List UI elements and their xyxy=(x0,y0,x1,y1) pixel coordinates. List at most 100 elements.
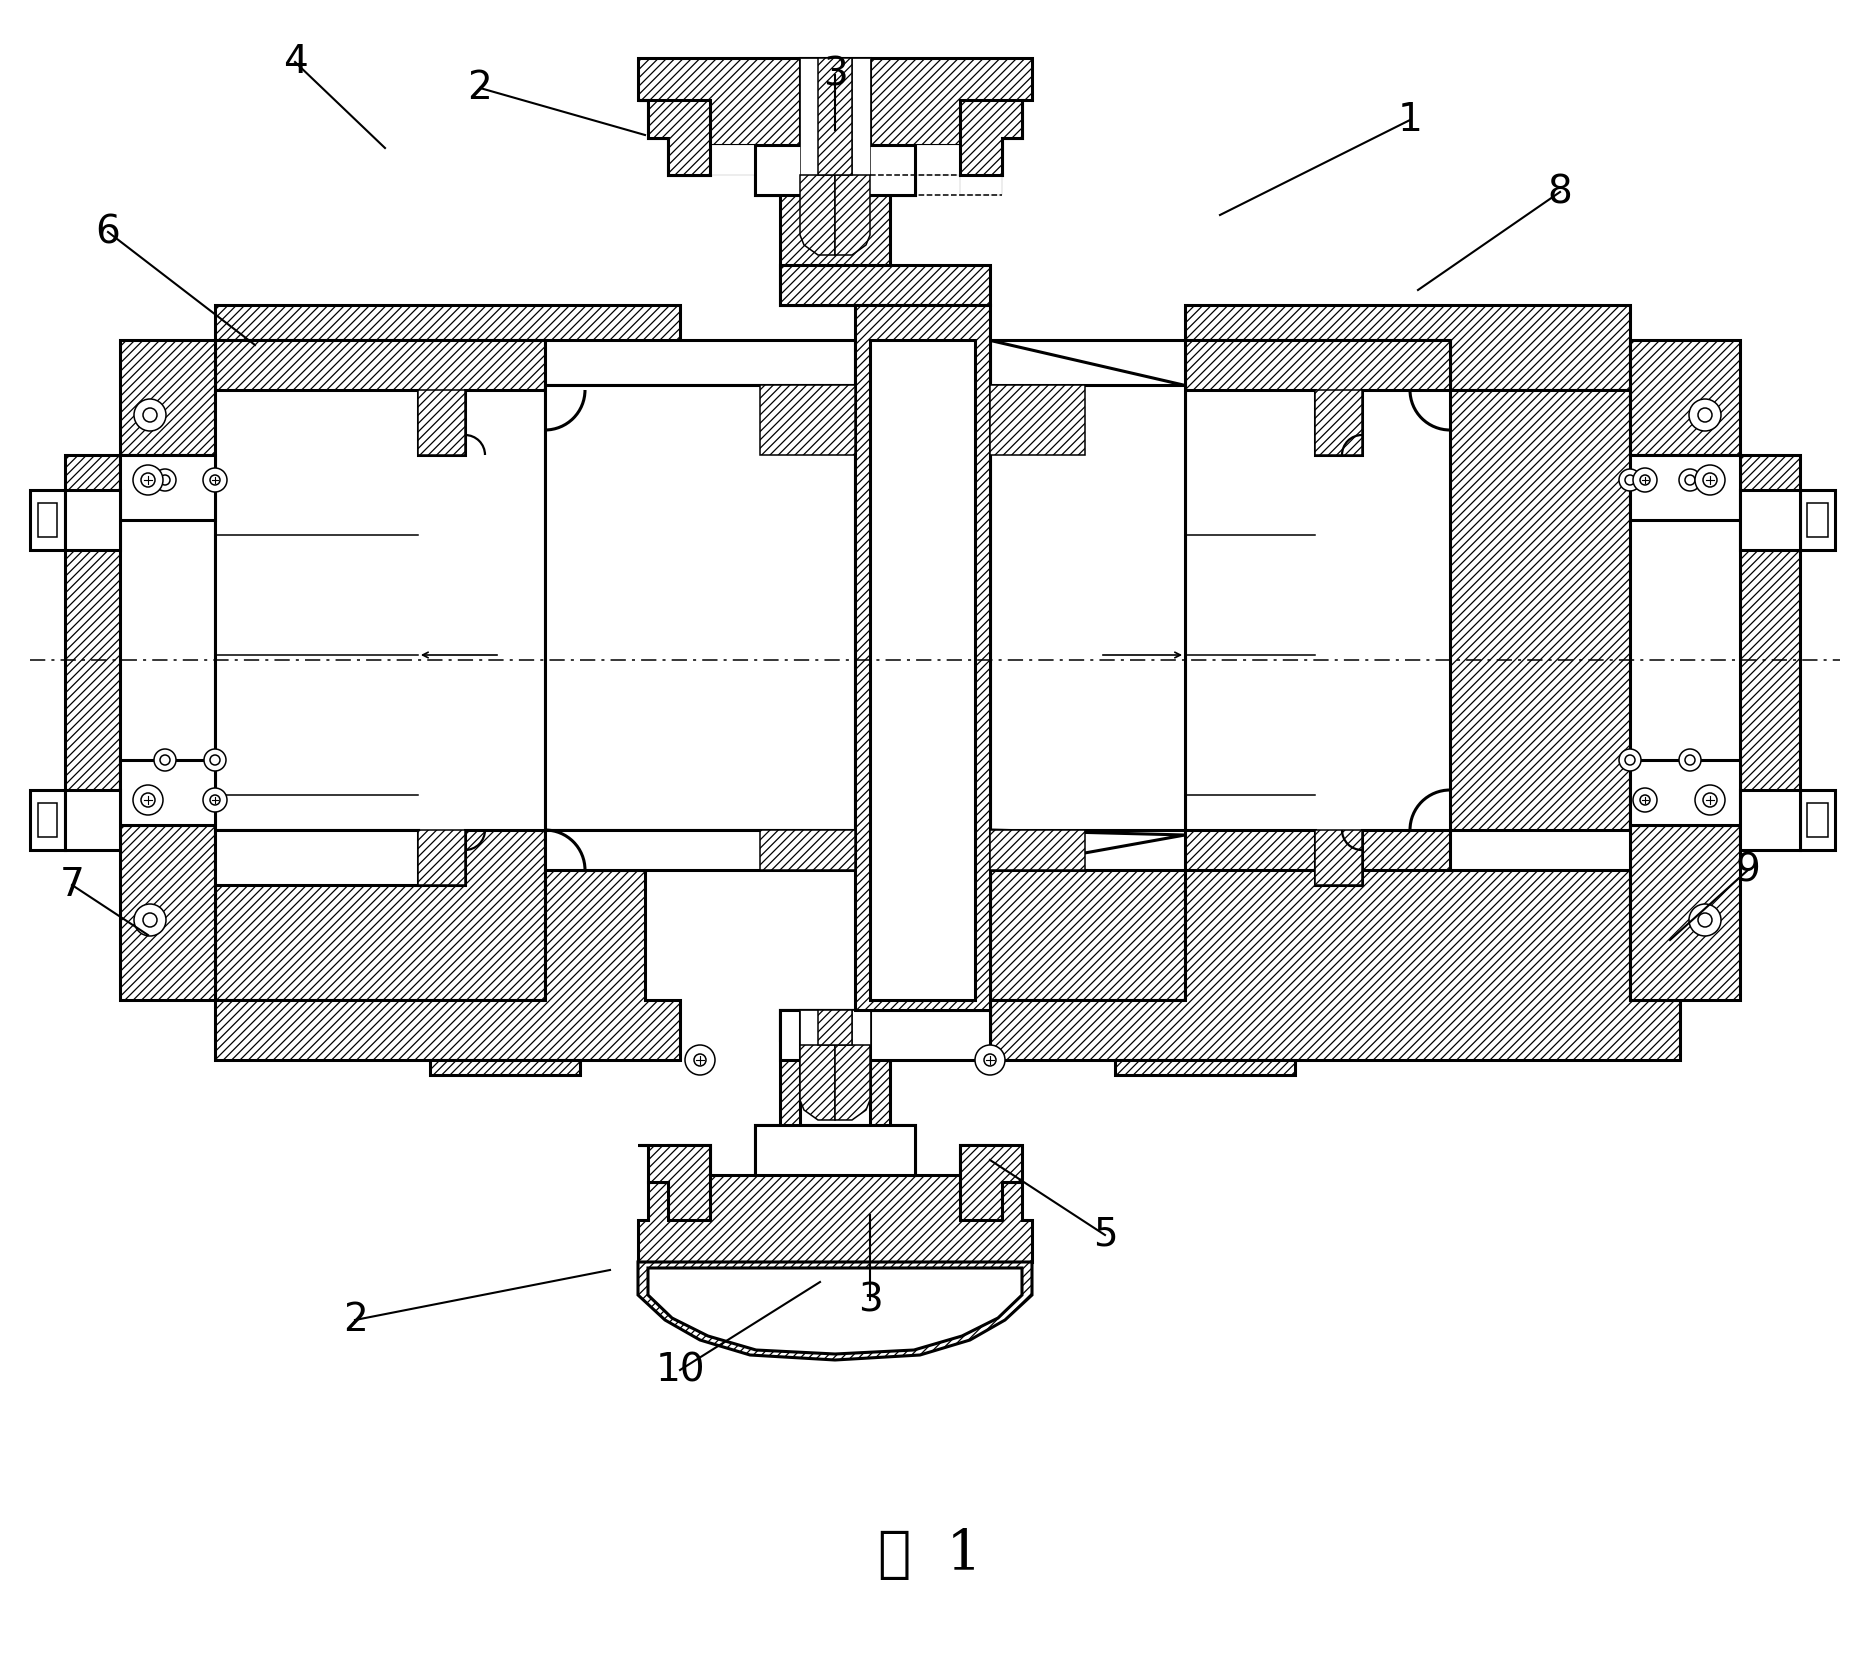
Polygon shape xyxy=(216,305,679,419)
Text: 2: 2 xyxy=(342,1301,367,1340)
Polygon shape xyxy=(37,503,58,537)
Polygon shape xyxy=(990,339,1185,830)
Polygon shape xyxy=(800,175,836,255)
Polygon shape xyxy=(990,384,1085,454)
Polygon shape xyxy=(1185,389,1450,885)
Polygon shape xyxy=(1800,790,1835,850)
Polygon shape xyxy=(545,339,854,384)
Polygon shape xyxy=(800,1010,869,1125)
Polygon shape xyxy=(1185,305,1630,389)
Polygon shape xyxy=(419,389,465,454)
Polygon shape xyxy=(30,489,65,551)
Circle shape xyxy=(203,468,227,493)
Polygon shape xyxy=(37,804,58,837)
Polygon shape xyxy=(800,1045,836,1120)
Polygon shape xyxy=(1740,489,1800,551)
Polygon shape xyxy=(119,760,216,825)
Polygon shape xyxy=(1115,1060,1295,1075)
Circle shape xyxy=(132,785,164,815)
Polygon shape xyxy=(216,339,646,1000)
Polygon shape xyxy=(638,1010,1033,1261)
Circle shape xyxy=(1695,785,1725,815)
Circle shape xyxy=(210,795,220,805)
Polygon shape xyxy=(638,100,711,175)
Polygon shape xyxy=(800,58,819,175)
Polygon shape xyxy=(545,830,854,870)
Text: 2: 2 xyxy=(467,68,493,106)
Polygon shape xyxy=(990,870,1680,1060)
Circle shape xyxy=(1697,914,1712,927)
Circle shape xyxy=(203,789,227,812)
Text: 3: 3 xyxy=(858,1281,882,1320)
Circle shape xyxy=(143,914,156,927)
Text: 10: 10 xyxy=(655,1351,705,1389)
Text: 7: 7 xyxy=(60,865,84,904)
Polygon shape xyxy=(800,58,869,195)
Polygon shape xyxy=(65,489,119,551)
Polygon shape xyxy=(800,1010,819,1045)
Polygon shape xyxy=(1316,830,1362,885)
Polygon shape xyxy=(759,830,854,870)
Polygon shape xyxy=(990,830,1085,870)
Circle shape xyxy=(1640,795,1651,805)
Circle shape xyxy=(141,473,154,488)
Circle shape xyxy=(1625,474,1636,484)
Polygon shape xyxy=(216,835,679,1060)
Polygon shape xyxy=(216,830,419,885)
Polygon shape xyxy=(819,58,852,175)
Circle shape xyxy=(1632,468,1656,493)
Circle shape xyxy=(1697,408,1712,423)
Circle shape xyxy=(975,1045,1005,1075)
Polygon shape xyxy=(65,454,119,825)
Polygon shape xyxy=(852,1010,869,1045)
Circle shape xyxy=(1695,464,1725,494)
Circle shape xyxy=(685,1045,715,1075)
Circle shape xyxy=(132,464,164,494)
Circle shape xyxy=(1690,904,1721,935)
Polygon shape xyxy=(990,339,1630,1000)
Polygon shape xyxy=(756,145,916,195)
Polygon shape xyxy=(854,305,990,1010)
Circle shape xyxy=(984,1053,996,1067)
Polygon shape xyxy=(1630,825,1740,1000)
Polygon shape xyxy=(836,175,869,255)
Circle shape xyxy=(210,474,220,484)
Polygon shape xyxy=(1740,454,1800,825)
Text: 1: 1 xyxy=(1398,102,1422,140)
Polygon shape xyxy=(119,339,216,454)
Circle shape xyxy=(141,794,154,807)
Polygon shape xyxy=(638,1261,1033,1359)
Polygon shape xyxy=(759,384,854,454)
Polygon shape xyxy=(960,100,1022,175)
Polygon shape xyxy=(1800,489,1835,551)
Polygon shape xyxy=(1800,489,1835,551)
Circle shape xyxy=(1679,469,1701,491)
Polygon shape xyxy=(419,830,465,885)
Circle shape xyxy=(210,474,220,484)
Circle shape xyxy=(160,755,169,765)
Circle shape xyxy=(134,399,166,431)
Polygon shape xyxy=(990,830,1185,870)
Polygon shape xyxy=(1807,804,1828,837)
Text: 9: 9 xyxy=(1736,850,1761,889)
Circle shape xyxy=(1640,474,1651,484)
Polygon shape xyxy=(638,58,1033,305)
Circle shape xyxy=(1703,473,1718,488)
Polygon shape xyxy=(780,1010,990,1060)
Polygon shape xyxy=(852,58,869,175)
Polygon shape xyxy=(756,1125,916,1175)
Circle shape xyxy=(154,749,177,770)
Circle shape xyxy=(1703,794,1718,807)
Circle shape xyxy=(210,755,220,765)
Polygon shape xyxy=(30,489,65,551)
Polygon shape xyxy=(30,790,65,850)
Polygon shape xyxy=(711,145,1001,195)
Circle shape xyxy=(694,1053,705,1067)
Circle shape xyxy=(1619,749,1641,770)
Circle shape xyxy=(154,469,177,491)
Circle shape xyxy=(143,408,156,423)
Polygon shape xyxy=(648,1268,1022,1354)
Polygon shape xyxy=(1630,339,1740,454)
Polygon shape xyxy=(990,339,1185,384)
Polygon shape xyxy=(65,790,119,850)
